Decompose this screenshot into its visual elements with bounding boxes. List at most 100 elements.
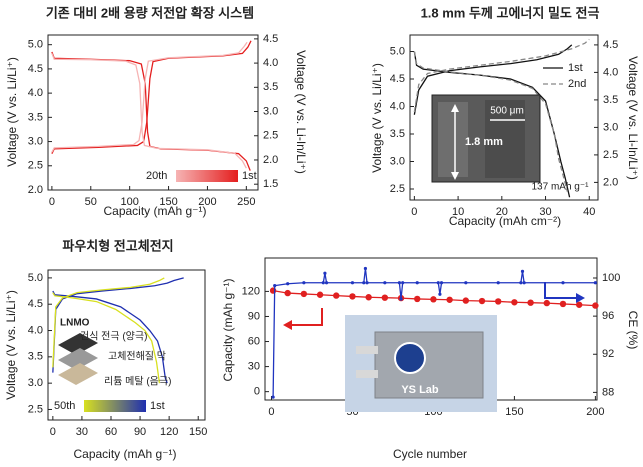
y2-tick-label: 3.5 [603, 94, 618, 106]
panel-title: 파우치형 전고체전지 [62, 238, 173, 253]
layer-label: 건식 전극 (양극) [80, 331, 147, 343]
data-point [323, 271, 327, 275]
panel-title: 기존 대비 2배 용량 저전압 확장 시스템 [46, 5, 254, 20]
data-point [401, 281, 405, 285]
data-point [399, 297, 403, 301]
data-point [592, 302, 599, 309]
data-point [415, 281, 419, 285]
thickness-label: 1.8 mm [465, 136, 503, 148]
data-point [527, 299, 534, 306]
y-axis-label: Capacity (mAh g⁻¹) [221, 278, 235, 381]
data-point [362, 281, 366, 285]
y-tick-label: 3.0 [390, 155, 405, 167]
x-tick-label: 200 [586, 406, 604, 418]
x-tick-label: 50 [85, 196, 97, 208]
data-point [273, 284, 277, 288]
y-tick-label: 5.0 [390, 45, 405, 57]
data-point [559, 300, 567, 308]
data-point [397, 281, 402, 285]
data-point [302, 281, 306, 285]
y-tick-label: 4.5 [28, 298, 43, 310]
x-axis-label: Cycle number [393, 447, 467, 461]
series-line [51, 53, 247, 169]
x-tick-label: 90 [134, 426, 146, 438]
y2-tick-label: 2.0 [603, 176, 618, 188]
data-point [439, 281, 444, 285]
series-line [52, 290, 168, 384]
legend-label: 50th [54, 400, 75, 412]
x-tick-label: 150 [159, 196, 177, 208]
data-point [436, 281, 440, 285]
legend-label: 1st [568, 62, 583, 74]
y2-tick-label: 96 [602, 310, 614, 322]
data-point [522, 281, 526, 285]
data-point [464, 281, 468, 285]
x-axis-label: Capacity (mAh g⁻¹) [103, 204, 206, 218]
x-axis-label: Capacity (mAh g⁻¹) [73, 447, 176, 461]
x-tick-label: 0 [49, 196, 55, 208]
y2-tick-label: 4.5 [263, 33, 278, 45]
data-point [286, 282, 290, 286]
data-point [478, 297, 486, 305]
y-tick-label: 90 [248, 310, 260, 322]
data-point [365, 281, 369, 285]
y2-tick-label: 88 [602, 386, 614, 398]
x-tick-label: 100 [120, 196, 138, 208]
y2-tick-label: 4.5 [603, 39, 618, 51]
legend-swatch [84, 400, 146, 412]
x-axis-label: Capacity (mAh cm⁻²) [449, 214, 561, 228]
y2-tick-label: 1.5 [263, 178, 278, 190]
x-tick-label: 60 [105, 426, 117, 438]
x-tick-label: 0 [50, 426, 56, 438]
x-tick-label: 30 [539, 206, 551, 218]
data-point [438, 292, 442, 296]
y2-tick-label: 3.0 [263, 105, 278, 117]
y2-tick-label: 2.5 [603, 149, 618, 161]
data-point [316, 291, 324, 298]
y-axis-label: Voltage (V vs. Li/Li⁺) [5, 57, 19, 167]
data-point [269, 287, 277, 294]
x-tick-label: 200 [198, 196, 216, 208]
plot-frame [47, 269, 206, 421]
x-tick-label: 10 [452, 206, 464, 218]
y-tick-label: 3.0 [28, 377, 43, 389]
data-point [333, 292, 340, 299]
series-line [52, 277, 165, 368]
data-point [520, 269, 525, 273]
x-tick-label: 150 [189, 426, 207, 438]
y-tick-label: 30 [248, 360, 260, 372]
data-point [381, 294, 389, 301]
y-tick-label: 4.0 [390, 100, 405, 112]
layer-label: LNMO [60, 318, 90, 329]
x-tick-label: 120 [160, 426, 178, 438]
y-tick-label: 2.5 [28, 160, 43, 172]
sem-inset: 500 μm 1.8 mm [431, 94, 541, 183]
y2-axis-label: CE (%) [626, 311, 640, 350]
data-point [365, 294, 372, 301]
y-axis-label: Voltage (V vs. Li/Li⁺) [370, 63, 384, 173]
series-line [51, 41, 248, 153]
y-tick-label: 0 [254, 386, 260, 398]
plot-frame [409, 34, 599, 201]
data-point [593, 281, 597, 285]
series-line [413, 38, 590, 113]
y2-axis-label: Voltage (V vs. Li-In/Li⁺) [626, 56, 640, 180]
x-tick-label: 20 [496, 206, 508, 218]
y-tick-label: 5.0 [28, 39, 43, 51]
x-tick-label: 250 [237, 196, 255, 208]
data-point [575, 301, 583, 308]
y-tick-label: 2.0 [28, 184, 43, 196]
y-tick-label: 4.0 [28, 87, 43, 99]
y-tick-label: 2.5 [28, 403, 43, 415]
y2-tick-label: 4.0 [603, 66, 618, 78]
y-tick-label: 3.5 [390, 128, 405, 140]
layer-label: 리튬 메탈 (음극) [104, 375, 171, 388]
y-tick-label: 3.5 [28, 111, 43, 123]
photo-label: YS Lab [401, 384, 439, 396]
y-axis-label: Voltage (V vs. Li/Li⁺) [4, 290, 18, 400]
y-tick-label: 120 [242, 285, 260, 297]
data-point [519, 281, 523, 285]
y-tick-label: 4.5 [28, 63, 43, 75]
panel-title: 1.8 mm 두께 고에너지 밀도 전극 [421, 5, 600, 20]
